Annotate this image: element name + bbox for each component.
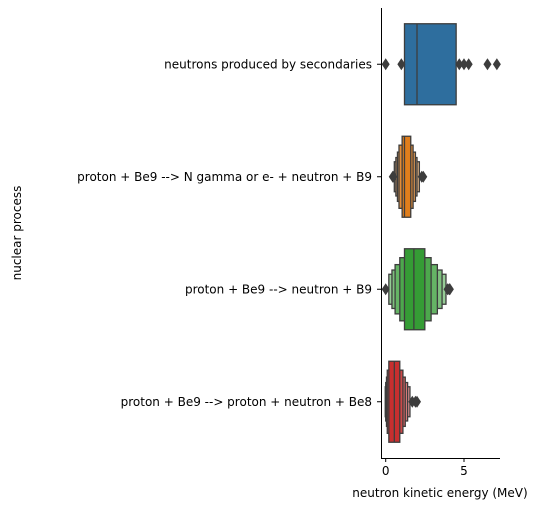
- outlier-point-0-2: [455, 58, 464, 71]
- boxes-layer: [384, 23, 457, 443]
- x-tick-label-0: 0: [382, 464, 390, 478]
- outlier-point-2-3: [445, 283, 454, 296]
- outlier-point-0-5: [483, 58, 492, 71]
- x-axis-label: neutron kinetic energy (MeV): [352, 486, 527, 500]
- y-tick-label-0: neutrons produced by secondaries: [164, 57, 372, 71]
- y-tick-label-3: proton + Be9 --> proton + neutron + Be8: [121, 395, 372, 409]
- box-level-2-0: [403, 248, 426, 331]
- y-tick-label-2: proton + Be9 --> neutron + B9: [185, 282, 372, 296]
- outlier-point-0-4: [464, 58, 473, 71]
- outlier-point-0-3: [459, 58, 468, 71]
- outlier-point-1-3: [419, 170, 428, 183]
- box-level-0-0: [403, 23, 457, 106]
- y-tick-label-1: proton + Be9 --> N gamma or e- + neutron…: [77, 170, 372, 184]
- x-tick-label-1: 5: [460, 464, 468, 478]
- axes: [381, 8, 500, 459]
- outlier-point-0-6: [492, 58, 501, 71]
- y-ticks: neutrons produced by secondaries proton +…: [77, 57, 381, 409]
- outliers-layer: [381, 58, 501, 408]
- outlier-point-0-1: [397, 58, 406, 71]
- outlier-point-0-0: [381, 58, 390, 71]
- outlier-point-2-0: [381, 283, 390, 296]
- box-level-1-0: [401, 135, 412, 218]
- y-axis-label: nuclear process: [10, 186, 24, 281]
- outlier-point-3-2: [413, 395, 422, 408]
- outlier-point-1-1: [389, 170, 398, 183]
